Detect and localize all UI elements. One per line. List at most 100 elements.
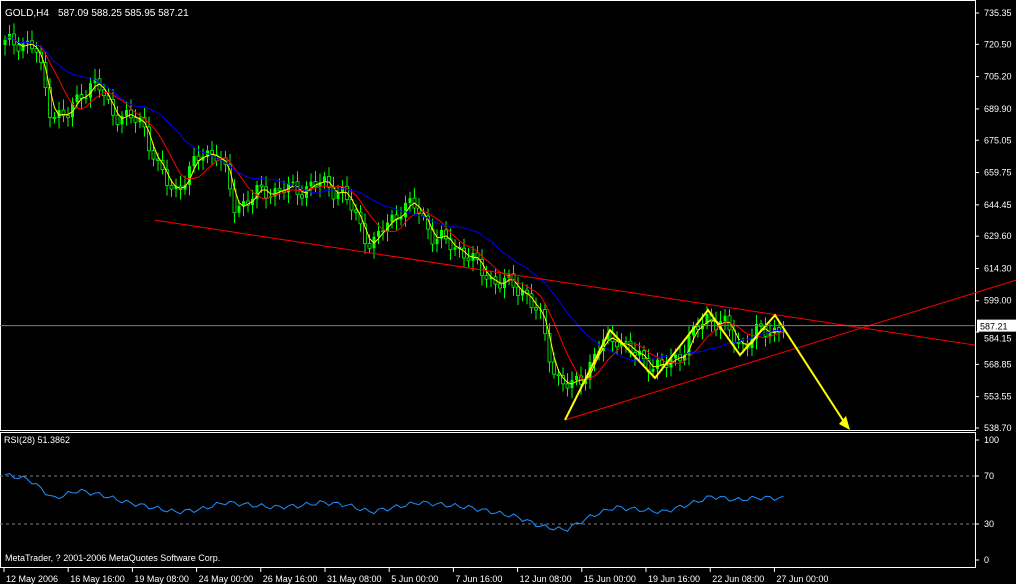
candle-body-bear [615,341,619,348]
last-price-box [977,319,1016,332]
candle-body-bear [115,114,120,125]
candle-body-bull [237,205,241,213]
candle-body-bull [683,355,686,361]
candle-body-bull [287,183,290,193]
price-tick-label: 599.00 [984,296,1012,306]
candle-body-bear [696,326,700,330]
candle-body-bear [367,243,372,249]
candle-body-bull [386,222,389,232]
candle-body-bull [57,110,61,119]
candle-body-bull [723,315,727,322]
price-tick-label: 675.05 [984,135,1012,145]
candle-body-bear [264,186,268,199]
candle-body-bear [259,184,264,188]
price-tick-label: 659.75 [984,168,1012,178]
candle-body-bull [408,198,412,203]
candle-body-bear [480,258,484,276]
arrow-head-icon [839,416,850,430]
rsi-tick-label: 30 [984,519,994,529]
candle-body-bear [52,117,57,119]
price-tick-label: 568.85 [984,359,1012,369]
candle-body-bull [399,217,403,220]
candle-body-bull [651,368,655,372]
time-tick-label: 12 Jun 08:00 [520,574,572,584]
candle-body-bull [318,182,322,187]
price-tick-label: 584.15 [984,334,1012,344]
candle-body-bull [219,157,223,161]
candle-body-bear [498,283,502,289]
rsi-tick-label: 0 [984,555,989,565]
candle-body-bull [593,353,596,362]
price-tick-label: 705.20 [984,72,1012,82]
candle-body-bull [489,276,493,280]
candle-body-bear [444,229,448,240]
price-tick-label: 644.45 [984,200,1012,210]
time-axis: 12 May 2006 16 May 16:00 19 May 08:00 24 Ma… [3,568,828,584]
candle-body-bear [151,150,156,160]
price-tick-label: 553.55 [984,392,1012,402]
candle-body-bear [129,109,133,119]
candle-body-bull [125,110,128,117]
candle-body-bull [336,192,340,199]
candle-body-bull [521,290,524,296]
candle-body-bull [435,238,439,245]
candle-body-bear [556,373,561,376]
candle-body-bull [93,78,97,84]
time-tick-label: 19 May 08:00 [134,574,189,584]
copyright: MetaTrader, ? 2001-2006 MetaQuotes Softw… [5,553,220,563]
candle-body-bull [768,333,772,337]
candle-body-bear [133,117,138,123]
candle-body-bear [534,307,538,311]
candle-body-bear [484,275,489,280]
candle-body-bull [188,166,191,185]
candle-body-bull [21,43,25,52]
lower-trendline [564,279,1016,421]
candle-body-bear [156,158,160,161]
chart-ohlc: 587.09 588.25 585.95 587.21 [58,8,189,19]
candle-body-bull [305,186,308,199]
candle-body-bull [377,230,380,237]
price-tick-label: 735.35 [984,8,1012,18]
candle-body-bear [210,150,214,156]
candle-body-bull [84,97,88,99]
candle-body-bull [138,117,142,123]
rsi-label: RSI(28) 51.3862 [4,435,70,445]
candle-body-bear [165,169,169,186]
last-price-label: 587.21 [980,322,1008,332]
moving-averages [4,36,784,385]
annotations[interactable] [154,219,1016,430]
candle-body-bull [3,39,7,45]
candle-body-bear [462,247,466,259]
candle-body-bull [174,186,178,190]
candle-body-bear [354,209,358,213]
rsi-tick-label: 100 [984,435,999,445]
candle-body-bear [552,361,556,375]
candle-body-bull [624,341,628,343]
price-tick-label: 720.50 [984,39,1012,49]
candles [3,23,785,399]
candle-body-bull [692,326,695,336]
price-tick-label: 538.70 [984,423,1012,433]
rsi-indicator: 100 70 30 0 [0,435,999,565]
candle-body-bull [656,359,659,369]
time-tick-label: 7 Jun 16:00 [455,574,502,584]
price-tick-label: 629.60 [984,231,1012,241]
candle-body-bear [417,207,421,214]
time-tick-label: 31 May 08:00 [327,574,382,584]
candle-body-bull [440,229,443,239]
candle-body-bull [620,342,623,347]
candle-body-bear [16,44,21,52]
mid-ma-line [4,36,784,381]
candle-body-bear [61,109,66,116]
time-tick-label: 19 Jun 16:00 [648,574,700,584]
time-tick-label: 16 May 16:00 [70,574,125,584]
candle-body-bull [71,102,74,118]
time-tick-label: 26 May 16:00 [263,574,318,584]
time-tick-label: 27 Jun 00:00 [776,574,828,584]
upper-trendline [154,219,976,346]
time-tick-label: 22 Jun 08:00 [712,574,764,584]
candle-body-bull [390,214,394,223]
price-tick-label: 689.90 [984,104,1012,114]
